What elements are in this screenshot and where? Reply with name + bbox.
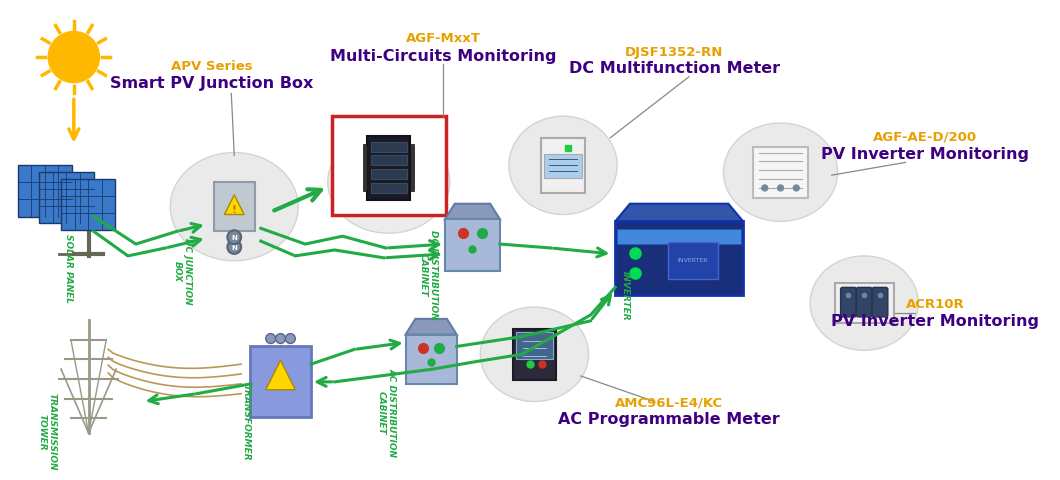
FancyBboxPatch shape: [753, 147, 808, 198]
Circle shape: [276, 334, 285, 344]
Polygon shape: [615, 204, 743, 222]
FancyBboxPatch shape: [410, 144, 414, 192]
Text: Smart PV Junction Box: Smart PV Junction Box: [110, 76, 314, 91]
FancyBboxPatch shape: [445, 220, 500, 271]
Text: Multi-Circuits Monitoring: Multi-Circuits Monitoring: [330, 48, 556, 63]
FancyBboxPatch shape: [406, 335, 457, 384]
FancyBboxPatch shape: [250, 347, 311, 418]
Polygon shape: [225, 195, 244, 215]
FancyBboxPatch shape: [617, 230, 741, 244]
Circle shape: [285, 334, 296, 344]
FancyBboxPatch shape: [332, 117, 446, 215]
Polygon shape: [266, 360, 296, 390]
Text: PV Inverter Monitoring: PV Inverter Monitoring: [831, 314, 1039, 329]
Circle shape: [778, 186, 783, 192]
Text: TRANSFORMER: TRANSFORMER: [242, 383, 250, 459]
Text: DJSF1352-RN: DJSF1352-RN: [625, 46, 723, 59]
Text: TRANSMISSION
TOWER: TRANSMISSION TOWER: [37, 393, 57, 470]
FancyBboxPatch shape: [542, 138, 585, 193]
Text: INVERTER: INVERTER: [620, 271, 630, 320]
Ellipse shape: [810, 256, 918, 350]
Ellipse shape: [724, 124, 837, 222]
Circle shape: [228, 231, 242, 244]
FancyBboxPatch shape: [516, 332, 553, 360]
FancyBboxPatch shape: [669, 242, 718, 279]
Text: DC JUNCTION
BOX: DC JUNCTION BOX: [173, 238, 192, 304]
FancyBboxPatch shape: [615, 222, 743, 296]
FancyBboxPatch shape: [364, 144, 367, 192]
Text: DC Multifunction Meter: DC Multifunction Meter: [568, 61, 780, 76]
FancyBboxPatch shape: [872, 288, 888, 317]
Ellipse shape: [171, 153, 298, 261]
Text: APV Series: APV Series: [171, 60, 252, 73]
Text: INVERTER: INVERTER: [677, 258, 708, 263]
Polygon shape: [406, 319, 457, 335]
Text: SOLAR PANEL: SOLAR PANEL: [65, 234, 73, 302]
FancyBboxPatch shape: [371, 184, 407, 193]
Polygon shape: [445, 204, 500, 220]
Text: AC Programmable Meter: AC Programmable Meter: [559, 411, 780, 426]
Circle shape: [228, 240, 242, 254]
Circle shape: [762, 186, 767, 192]
Circle shape: [49, 32, 100, 84]
Text: AMC96L-E4/KC: AMC96L-E4/KC: [615, 395, 723, 408]
FancyBboxPatch shape: [841, 288, 856, 317]
FancyBboxPatch shape: [39, 173, 93, 224]
FancyBboxPatch shape: [371, 143, 407, 152]
FancyBboxPatch shape: [367, 136, 410, 200]
FancyBboxPatch shape: [834, 284, 894, 323]
Text: DC DISTRIBUTION
CABINET: DC DISTRIBUTION CABINET: [419, 229, 438, 319]
Circle shape: [266, 334, 276, 344]
FancyBboxPatch shape: [371, 170, 407, 180]
Text: !: !: [232, 204, 236, 214]
Text: PV Inverter Monitoring: PV Inverter Monitoring: [822, 147, 1029, 162]
Ellipse shape: [509, 117, 617, 215]
Text: AGF-AE-D/200: AGF-AE-D/200: [873, 130, 977, 143]
Text: AGF-MxxT: AGF-MxxT: [406, 32, 480, 45]
FancyBboxPatch shape: [61, 180, 116, 231]
Text: N: N: [231, 235, 237, 240]
Circle shape: [793, 186, 799, 192]
Ellipse shape: [328, 132, 449, 234]
Ellipse shape: [480, 307, 588, 402]
Text: ACR10R: ACR10R: [905, 297, 965, 310]
FancyBboxPatch shape: [371, 156, 407, 166]
FancyBboxPatch shape: [545, 155, 582, 179]
FancyBboxPatch shape: [856, 288, 872, 317]
Text: AC DISTRIBUTION
CABINET: AC DISTRIBUTION CABINET: [377, 367, 396, 456]
FancyBboxPatch shape: [18, 166, 72, 217]
Text: N: N: [231, 244, 237, 251]
FancyBboxPatch shape: [513, 329, 556, 380]
FancyBboxPatch shape: [214, 183, 255, 232]
